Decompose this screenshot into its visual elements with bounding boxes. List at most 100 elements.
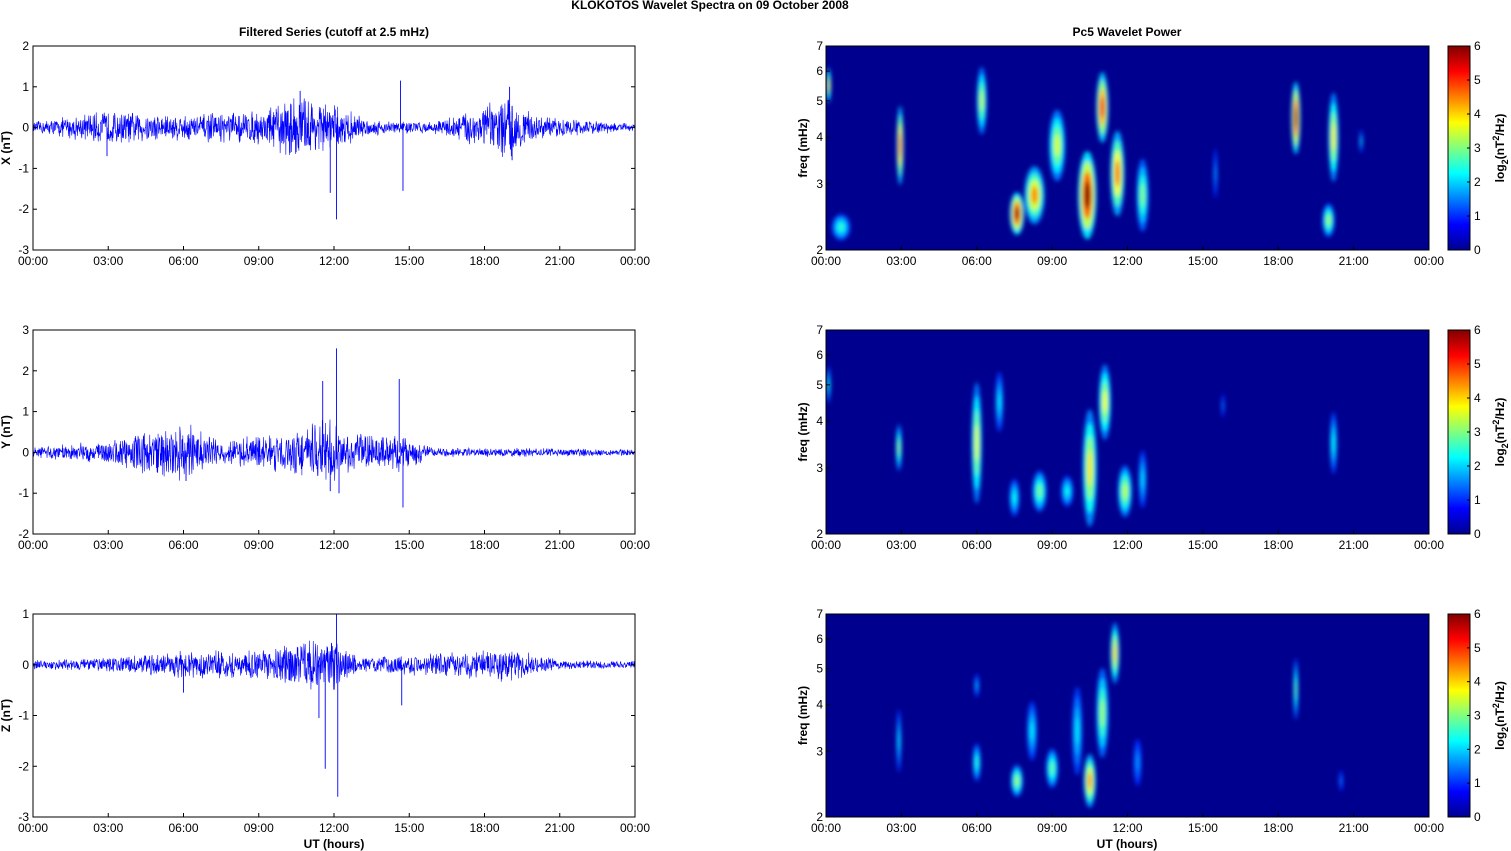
wavelet-power-blob — [1087, 772, 1092, 790]
wavelet-power-blob — [1084, 181, 1091, 209]
wavelet-xtick-label: 00:00 — [1414, 254, 1444, 268]
timeseries-plot-area — [33, 46, 635, 250]
wavelet-ytick-label: 5 — [816, 378, 823, 392]
timeseries-xtick-label: 03:00 — [93, 821, 123, 835]
colorbar-tick-label: 2 — [1474, 459, 1481, 473]
timeseries-ytick-label: 3 — [22, 323, 29, 337]
timeseries-xtick-label: 15:00 — [394, 254, 424, 268]
timeseries-xtick-label: 00:00 — [620, 538, 650, 552]
colorbar-tick-label: 0 — [1474, 243, 1481, 257]
wavelet-power-blob — [998, 392, 1001, 412]
wavelet-xtick-label: 03:00 — [886, 821, 916, 835]
wavelet-ytick-label: 4 — [816, 414, 823, 428]
wavelet-ytick-label: 2 — [816, 527, 823, 541]
wavelet-xtick-label: 12:00 — [1112, 538, 1142, 552]
timeseries-ytick-label: -3 — [18, 243, 29, 257]
wavelet-ytick-label: 4 — [816, 698, 823, 712]
colorbar-tick-label: 0 — [1474, 527, 1481, 541]
wavelet-power-blob — [1100, 96, 1105, 119]
colorbar-tick-label: 0 — [1474, 810, 1481, 824]
wavelet-power-blob — [1075, 717, 1079, 745]
left-column-title: Filtered Series (cutoff at 2.5 mHz) — [239, 25, 429, 39]
colorbar-tick-label: 2 — [1474, 175, 1481, 189]
wavelet-ytick-label: 2 — [816, 243, 823, 257]
wavelet-panel-z: 2 3 4 5 6 7 00:00 03:00 06:00 09:00 12:00 15:00 18:0… — [796, 607, 1510, 835]
wavelet-xtick-label: 03:00 — [886, 538, 916, 552]
timeseries-xtick-label: 12:00 — [319, 821, 349, 835]
wavelet-power-blob — [1015, 775, 1019, 786]
timeseries-xtick-label: 09:00 — [244, 254, 274, 268]
wavelet-ytick-label: 2 — [816, 810, 823, 824]
timeseries-xtick-label: 21:00 — [545, 254, 575, 268]
wavelet-ytick-label: 5 — [816, 662, 823, 676]
timeseries-xtick-label: 00:00 — [18, 254, 48, 268]
timeseries-ytick-label: 2 — [22, 364, 29, 378]
timeseries-panel-z: -3 -2 -1 0 1 00:00 03:00 06:00 09:00 12:00 15:00 18… — [0, 607, 650, 835]
timeseries-xtick-label: 00:00 — [620, 821, 650, 835]
timeseries-xtick-label: 18:00 — [469, 821, 499, 835]
wavelet-xtick-label: 00:00 — [1414, 821, 1444, 835]
wavelet-power-blob — [975, 681, 978, 690]
wavelet-power-blob — [1100, 699, 1105, 727]
wavelet-power-blob — [1140, 184, 1145, 207]
timeseries-xtick-label: 12:00 — [319, 538, 349, 552]
timeseries-xtick-label: 21:00 — [545, 538, 575, 552]
wavelet-xtick-label: 09:00 — [1037, 821, 1067, 835]
timeseries-ytick-label: 2 — [22, 39, 29, 53]
wavelet-ytick-label: 6 — [816, 64, 823, 78]
wavelet-background — [826, 46, 1429, 250]
wavelet-power-blob — [1340, 777, 1343, 785]
wavelet-power-blob — [980, 90, 984, 112]
wavelet-power-blob — [1087, 449, 1093, 487]
wavelet-power-blob — [1115, 160, 1120, 187]
colorbar-tick-label: 6 — [1474, 39, 1481, 53]
wavelet-xtick-label: 09:00 — [1037, 538, 1067, 552]
timeseries-ytick-label: -1 — [18, 486, 29, 500]
wavelet-power-blob — [1294, 679, 1297, 699]
timeseries-ytick-label: -2 — [18, 527, 29, 541]
wavelet-xtick-label: 00:00 — [811, 254, 841, 268]
timeseries-trace — [32, 419, 636, 481]
wavelet-power-blob — [1103, 390, 1107, 414]
wavelet-blobs — [826, 364, 1338, 527]
colorbar-tick-label: 2 — [1474, 742, 1481, 756]
timeseries-plot-area — [33, 330, 635, 534]
wavelet-power-blob — [1221, 401, 1224, 410]
wavelet-power-blob — [1141, 470, 1144, 489]
wavelet-xtick-label: 12:00 — [1112, 254, 1142, 268]
wavelet-power-blob — [1136, 755, 1139, 770]
timeseries-xtick-label: 06:00 — [168, 538, 198, 552]
wavelet-xtick-label: 18:00 — [1263, 821, 1293, 835]
timeseries-ytick-label: -2 — [18, 759, 29, 773]
wavelet-ytick-label: 7 — [816, 39, 823, 53]
wavelet-power-blob — [975, 424, 979, 462]
wavelet-power-blob — [1012, 491, 1017, 504]
wavelet-power-blob — [827, 79, 830, 91]
wavelet-xtick-label: 21:00 — [1339, 254, 1369, 268]
wavelet-power-blob — [1065, 486, 1070, 496]
wavelet-xtick-label: 09:00 — [1037, 254, 1067, 268]
wavelet-xtick-label: 06:00 — [962, 821, 992, 835]
wavelet-power-blob — [1294, 106, 1298, 130]
wavelet-xtick-label: 00:00 — [811, 821, 841, 835]
timeseries-xtick-label: 15:00 — [394, 538, 424, 552]
timeseries-plot-area — [33, 614, 635, 817]
timeseries-ylabel: Y (nT) — [0, 415, 13, 449]
wavelet-power-blob — [1113, 643, 1117, 663]
timeseries-ytick-label: 0 — [22, 658, 29, 672]
wavelet-ytick-label: 6 — [816, 348, 823, 362]
timeseries-trace — [32, 640, 636, 690]
wavelet-xtick-label: 18:00 — [1263, 538, 1293, 552]
colorbar-tick-label: 5 — [1474, 73, 1481, 87]
wavelet-blobs — [826, 66, 1363, 241]
wavelet-power-blob — [1037, 484, 1042, 498]
wavelet-blobs — [896, 622, 1344, 808]
wavelet-xtick-label: 21:00 — [1339, 821, 1369, 835]
wavelet-power-blob — [975, 756, 979, 769]
wavelet-power-blob — [1360, 137, 1363, 145]
wavelet-power-blob — [1332, 433, 1335, 453]
timeseries-xtick-label: 00:00 — [620, 254, 650, 268]
wavelet-power-blob — [1031, 186, 1038, 205]
timeseries-xtick-label: 12:00 — [319, 254, 349, 268]
wavelet-power-blob — [1122, 483, 1128, 500]
